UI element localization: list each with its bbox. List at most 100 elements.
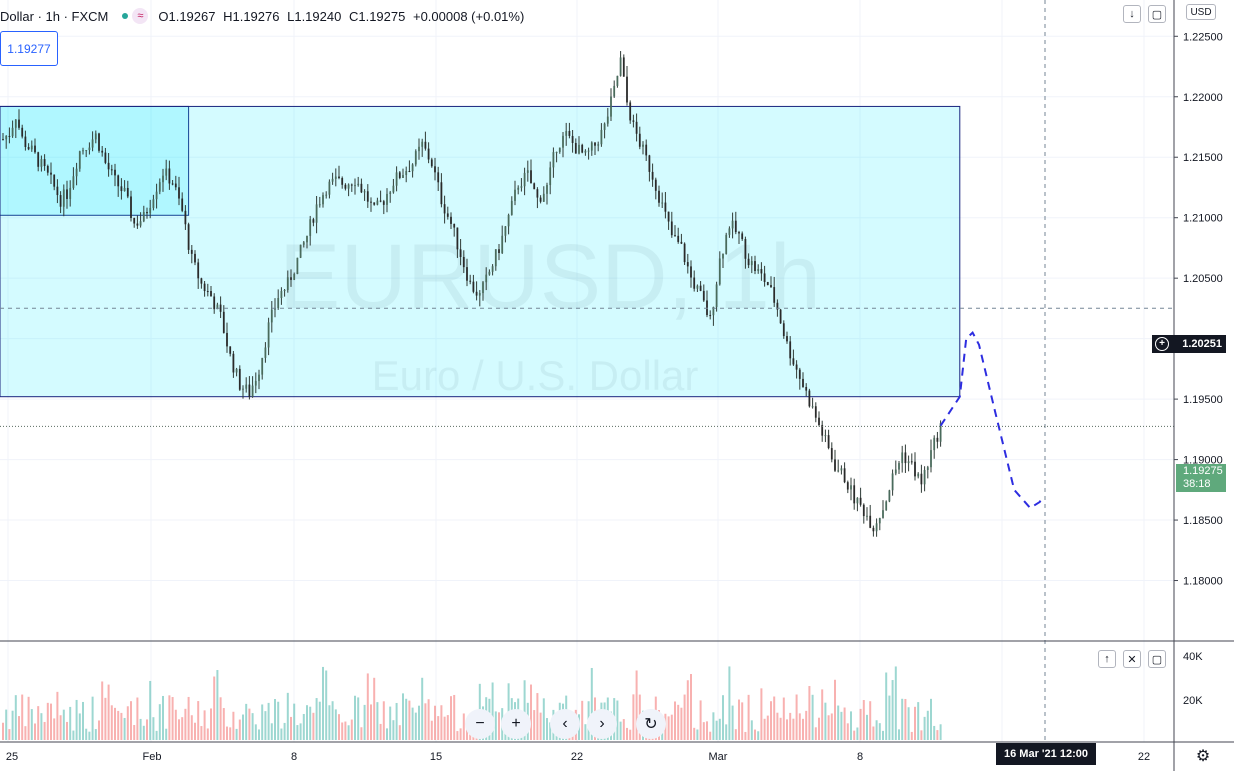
candle-body <box>203 283 206 292</box>
candle-body <box>27 146 30 150</box>
volume-bar <box>859 708 862 740</box>
candle-body <box>757 269 760 271</box>
scroll-left-button[interactable]: ‹ <box>550 709 580 739</box>
candle-body <box>187 224 190 250</box>
open-value: O1.19267 <box>158 8 216 24</box>
volume-bar <box>866 714 868 740</box>
fullscreen-icon[interactable]: ▢ <box>1148 5 1166 23</box>
candle-body <box>328 181 331 195</box>
candle-body <box>158 182 161 192</box>
volume-bar <box>360 727 363 740</box>
volume-bar <box>24 726 27 740</box>
crosshair-time-label: 16 Mar '21 12:00 <box>996 743 1096 765</box>
volume-bar <box>434 705 436 740</box>
candle-body <box>658 190 660 203</box>
zoom-in-button[interactable]: + <box>501 709 531 739</box>
currency-button[interactable]: USD <box>1186 4 1216 20</box>
candle-body <box>434 166 436 173</box>
candle-body <box>267 322 270 348</box>
volume-bar <box>661 728 664 740</box>
volume-bar <box>213 676 216 740</box>
candle-body <box>702 290 705 301</box>
volume-bar <box>270 723 273 740</box>
volume-bar <box>66 721 68 740</box>
volume-bar <box>827 715 830 740</box>
candle-body <box>392 185 395 193</box>
volume-bar <box>69 706 72 740</box>
close-icon[interactable]: ✕ <box>1123 650 1141 668</box>
price-tick-label: 1.19500 <box>1183 394 1223 406</box>
price-tick-label: 1.18000 <box>1183 576 1223 588</box>
candle-body <box>718 258 721 285</box>
volume-bar <box>392 720 395 740</box>
candle-body <box>536 189 539 198</box>
candle-body <box>629 102 632 121</box>
volume-bar <box>114 707 116 740</box>
candle-body <box>501 235 504 254</box>
arrow-up-icon[interactable]: ↑ <box>1098 650 1116 668</box>
candle-body <box>373 202 376 205</box>
volume-bar <box>741 702 744 740</box>
market-open-icon <box>122 13 129 19</box>
crosshair-price: 1.20251 <box>1182 338 1222 350</box>
volume-bar <box>11 710 14 740</box>
rectangle-zone[interactable] <box>0 105 961 398</box>
volume-bar <box>110 705 113 740</box>
rectangle-zone[interactable] <box>0 105 190 216</box>
candle-body <box>290 277 292 280</box>
scroll-right-button[interactable]: › <box>587 709 617 739</box>
volume-bar <box>494 711 497 740</box>
candle-body <box>56 186 59 196</box>
candle-body <box>869 515 872 528</box>
price-box[interactable]: 1.19277 <box>0 31 58 66</box>
candle-body <box>34 145 36 153</box>
volume-tick-label: 20K <box>1183 695 1203 707</box>
indicator-icon[interactable]: ≈ <box>132 8 149 24</box>
candle-body <box>133 218 136 224</box>
candle-body <box>370 201 372 203</box>
volume-bar <box>2 722 4 740</box>
plus-icon[interactable]: + <box>1155 337 1169 351</box>
maximize-icon[interactable]: ▢ <box>1148 650 1166 668</box>
candle-body <box>642 144 644 147</box>
volume-bar <box>699 700 702 740</box>
candle-body <box>530 170 532 184</box>
candle-body <box>766 282 769 286</box>
candle-body <box>891 473 894 491</box>
candle-body <box>786 336 788 342</box>
candle-body <box>165 168 168 176</box>
volume-bar <box>443 716 446 740</box>
market-status[interactable]: ≈ <box>122 8 149 24</box>
volume-bar <box>677 704 680 740</box>
candle-body <box>904 452 907 464</box>
arrow-down-icon[interactable]: ↓ <box>1123 5 1141 23</box>
candle-body <box>622 57 625 77</box>
candle-body <box>690 266 692 278</box>
candle-body <box>149 207 152 214</box>
volume-bar <box>120 712 123 740</box>
volume-bar <box>869 701 872 740</box>
candle-body <box>632 120 635 122</box>
candle-body <box>670 221 673 236</box>
candle-body <box>482 282 484 294</box>
candle-body <box>40 159 43 167</box>
candle-body <box>610 96 612 117</box>
candle-body <box>325 194 328 196</box>
symbol-title[interactable]: Dollar · 1h · FXCM <box>0 8 109 24</box>
volume-bar <box>786 719 788 740</box>
volume-bar <box>354 695 356 740</box>
candle-body <box>306 235 308 243</box>
volume-bar <box>910 731 913 740</box>
gear-icon[interactable]: ⚙ <box>1195 748 1211 765</box>
candle-body <box>309 219 312 236</box>
volume-bar <box>686 680 689 740</box>
zoom-out-button[interactable]: − <box>465 709 495 739</box>
candle-body <box>376 200 379 205</box>
candle-body <box>478 293 481 296</box>
candle-body <box>875 523 878 532</box>
reset-chart-button[interactable]: ↻ <box>636 709 666 739</box>
projection-path[interactable] <box>939 330 1044 510</box>
volume-bar <box>411 707 414 740</box>
candle-body <box>142 211 145 222</box>
